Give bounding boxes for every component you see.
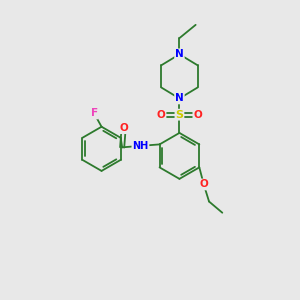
Text: N: N [175, 49, 184, 59]
Text: S: S [176, 110, 183, 120]
Text: O: O [200, 179, 208, 190]
Text: O: O [157, 110, 166, 120]
Text: O: O [193, 110, 202, 120]
Text: N: N [175, 94, 184, 103]
Text: F: F [91, 109, 98, 118]
Text: NH: NH [132, 141, 148, 151]
Text: O: O [119, 123, 128, 133]
